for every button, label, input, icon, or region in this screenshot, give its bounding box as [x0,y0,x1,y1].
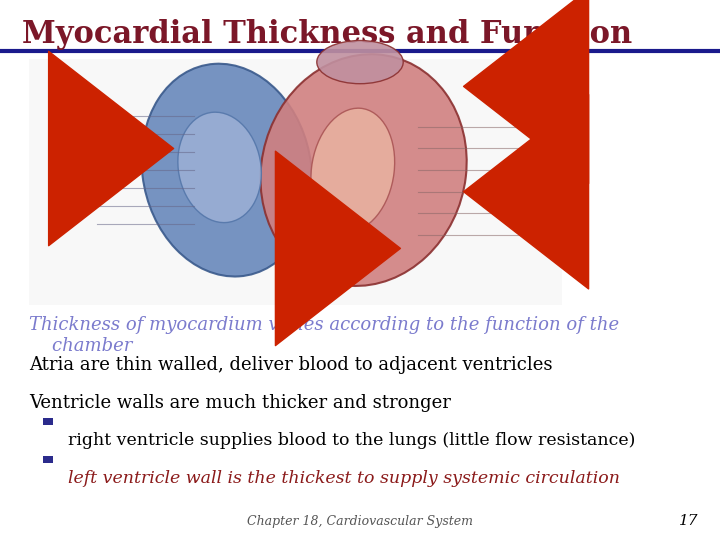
Bar [43,418,53,425]
Text: right ventricle supplies blood to the lungs (little flow resistance): right ventricle supplies blood to the lu… [68,432,636,449]
Ellipse shape [311,108,395,232]
Text: Atria are thin walled, deliver blood to adjacent ventricles: Atria are thin walled, deliver blood to … [29,356,552,374]
Text: Ventricle walls are much thicker and stronger: Ventricle walls are much thicker and str… [29,394,451,412]
Ellipse shape [317,40,403,84]
Text: Chapter 18, Cardiovascular System: Chapter 18, Cardiovascular System [247,515,473,528]
Bar [43,456,53,463]
Ellipse shape [261,54,467,286]
Text: 17: 17 [679,514,698,528]
Text: Thickness of myocardium varies according to the function of the
    chamber: Thickness of myocardium varies according… [29,316,619,355]
Ellipse shape [178,112,261,222]
Ellipse shape [142,64,312,276]
FancyBboxPatch shape [29,59,562,305]
Text: left ventricle wall is the thickest to supply systemic circulation: left ventricle wall is the thickest to s… [68,470,621,487]
Text: Myocardial Thickness and Function: Myocardial Thickness and Function [22,19,632,50]
